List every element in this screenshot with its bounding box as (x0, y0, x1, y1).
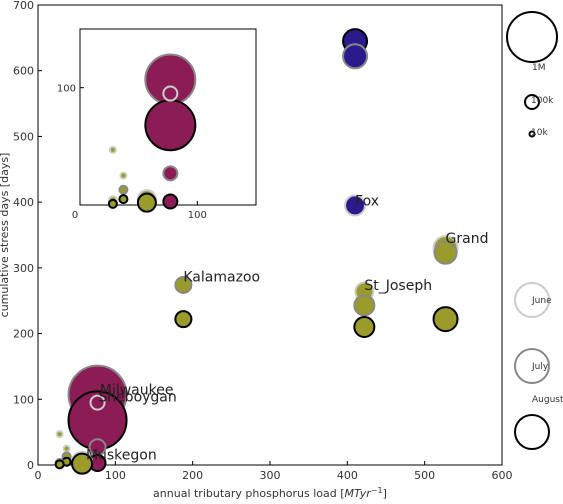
legend-month-marker (514, 348, 550, 384)
legend: 1M 100k 10k June July August (506, 11, 563, 450)
legend-size-label: 10k (531, 128, 548, 138)
inset-scatter-point (118, 184, 129, 195)
river-label: Fox (355, 193, 379, 209)
river-label: Milwaukee (100, 383, 174, 399)
x-tick-label: 200 (182, 469, 203, 482)
inset-scatter-points (107, 53, 197, 213)
river-labels: Fox Grand Kalamazoo St_Joseph MilwaukeeShebo… (86, 193, 489, 463)
scatter-point (55, 430, 64, 439)
scatter-point (353, 316, 376, 338)
legend-size-marker (506, 11, 558, 63)
scatter-point (174, 275, 193, 294)
scatter-point (71, 452, 94, 475)
inset-scatter-point (107, 198, 118, 209)
inset-axis-ticks: 0 100 100 (57, 84, 207, 221)
scatter-point (174, 310, 193, 329)
inset-x-tick-label: 100 (188, 210, 207, 221)
legend-month-label: August (532, 395, 563, 405)
x-tick-label: 100 (105, 469, 126, 482)
river-label: Sheboygan (98, 389, 176, 405)
legend-month-label: July (531, 362, 549, 372)
y-tick-label: 700 (13, 0, 34, 12)
y-tick-label: 500 (13, 130, 34, 143)
inset-scatter-point (108, 145, 117, 154)
inset-scatter-point (162, 165, 179, 182)
legend-month-label: June (531, 296, 552, 306)
scatter-point (62, 444, 71, 453)
inset-scatter-point (119, 171, 128, 180)
x-tick-label: 0 (35, 469, 42, 482)
inset-scatter-point (136, 192, 157, 213)
inset-scatter-point (118, 194, 129, 205)
river-label: Kalamazoo (183, 270, 260, 286)
legend-size-marker (528, 130, 536, 138)
legend-size-marker (524, 94, 540, 110)
scatter-point (353, 294, 376, 317)
x-tick-label: 600 (492, 469, 513, 482)
legend-size-label: 100k (531, 96, 554, 106)
legend-month-marker (514, 414, 550, 450)
inset-y-tick-label: 100 (57, 84, 76, 95)
inset-scatter-point (144, 99, 197, 152)
y-tick-label: 300 (13, 262, 34, 275)
y-tick-label: 0 (27, 459, 34, 472)
y-tick-label: 400 (13, 196, 34, 209)
scatter-point (433, 240, 458, 265)
scatter-point (432, 306, 459, 333)
x-axis-label: annual tributary phosphorus load [MTyr−1… (153, 486, 387, 501)
inset-x-tick-label: 0 (72, 210, 78, 221)
x-tick-label: 300 (260, 469, 281, 482)
scatter-point (54, 459, 65, 470)
main-scatter-points (54, 28, 459, 475)
river-label: Grand (446, 231, 489, 247)
y-tick-label: 200 (13, 328, 34, 341)
scatter-point (89, 394, 106, 411)
scatter-point (342, 43, 369, 70)
main-axis-ticks: 0 100 200 300 400 500 600 0 100 200 300 400 500 600 70… (13, 0, 513, 482)
x-tick-label: 500 (414, 469, 435, 482)
inset-scatter-point (162, 85, 179, 102)
scatter-point (344, 194, 367, 217)
legend-size-label: 1M (532, 63, 546, 73)
river-label: St_Joseph (364, 278, 432, 294)
legend-month-marker (514, 282, 550, 318)
y-tick-label: 600 (13, 65, 34, 78)
x-tick-label: 400 (337, 469, 358, 482)
river-label: Muskegon (86, 448, 157, 464)
y-tick-label: 100 (13, 393, 34, 406)
y-axis-label: cumulative stress days [days] (0, 153, 11, 318)
inset-scatter-point (162, 193, 179, 210)
